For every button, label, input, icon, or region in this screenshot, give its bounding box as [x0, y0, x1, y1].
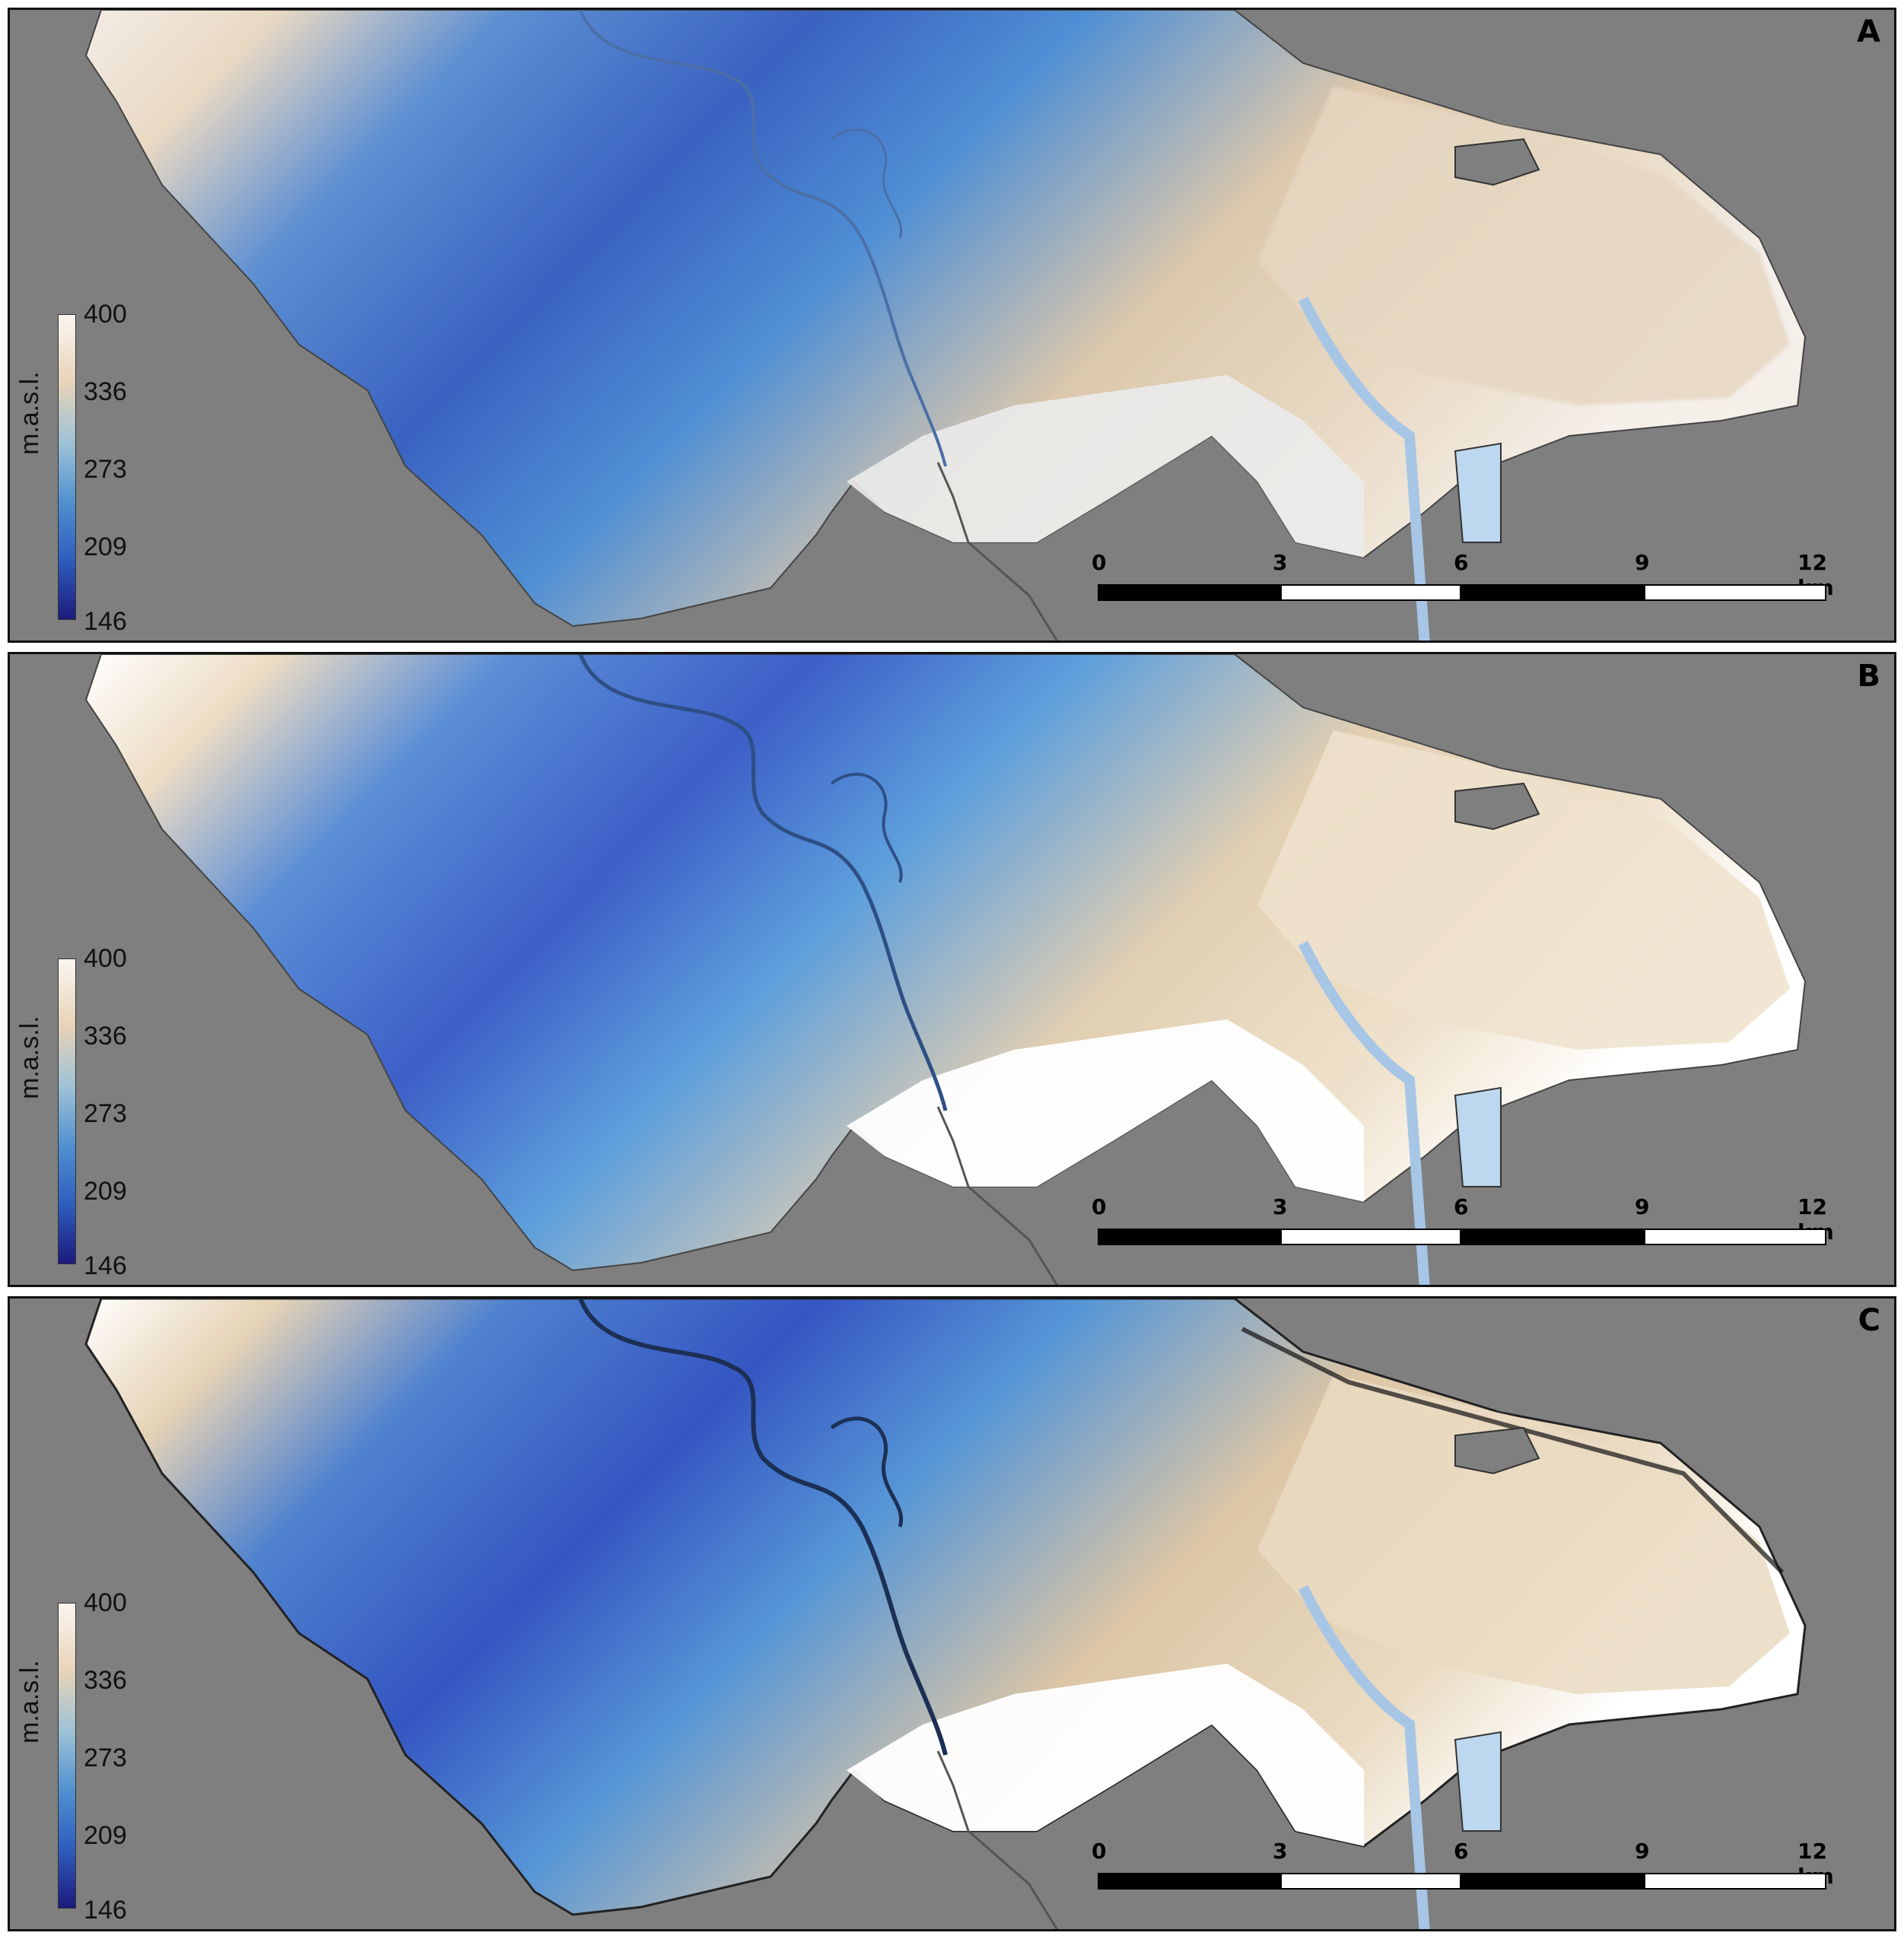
scale-bar: 0 3 6 9 12 km — [1092, 550, 1834, 618]
legend-tick: 146 — [84, 1251, 127, 1280]
scale-label: 6 — [1454, 1839, 1469, 1864]
legend-tick: 209 — [84, 1177, 127, 1206]
scale-segment-white — [1644, 1229, 1826, 1245]
legend-unit: m.a.s.l. — [15, 1660, 44, 1744]
scale-segment-black — [1461, 1229, 1644, 1245]
scale-segment-black — [1461, 1873, 1644, 1890]
legend-unit: m.a.s.l. — [15, 371, 44, 455]
scale-label: 0 — [1092, 1839, 1107, 1864]
legend-tick: 336 — [84, 1022, 127, 1051]
panel-letter: C — [1858, 1303, 1880, 1338]
scale-segment-black — [1098, 1873, 1280, 1890]
scale-label: 0 — [1092, 1194, 1107, 1219]
scale-label: 9 — [1635, 550, 1650, 575]
legend-tick: 273 — [84, 455, 127, 484]
legend-colorbar — [58, 1603, 76, 1909]
legend-tick: 209 — [84, 1821, 127, 1850]
scale-segment-black — [1461, 584, 1644, 601]
legend-tick: 273 — [84, 1744, 127, 1772]
scale-segment-black — [1098, 1229, 1280, 1245]
scale-label: 9 — [1635, 1839, 1650, 1864]
map-panel-a: A m.a.s.l. 400 336 273 209 146 0 3 6 9 1… — [8, 8, 1896, 643]
elevation-map-a — [84, 10, 1807, 641]
elevation-map-c — [84, 1298, 1807, 1929]
legend-colorbar — [58, 958, 76, 1264]
scale-label: 6 — [1454, 1194, 1469, 1219]
scale-segment-white — [1280, 1229, 1461, 1245]
scale-label: 0 — [1092, 550, 1107, 575]
panel-letter: B — [1857, 659, 1881, 694]
legend-tick: 400 — [84, 300, 127, 329]
scale-segment-white — [1280, 584, 1461, 601]
legend-tick: 209 — [84, 532, 127, 561]
map-panel-b: B m.a.s.l. 400 336 273 209 146 0 3 6 9 1… — [8, 652, 1896, 1287]
legend-tick: 146 — [84, 1896, 127, 1925]
map-panel-c: C m.a.s.l. 400 336 273 209 146 0 3 6 9 1… — [8, 1296, 1896, 1931]
legend-tick: 400 — [84, 944, 127, 973]
legend-tick: 400 — [84, 1588, 127, 1617]
scale-label: 3 — [1273, 550, 1288, 575]
scale-label: 6 — [1454, 550, 1469, 575]
scale-segment-white — [1280, 1873, 1461, 1890]
legend-tick: 336 — [84, 1666, 127, 1695]
legend-colorbar — [58, 314, 76, 620]
elevation-legend: m.a.s.l. 400 336 273 209 146 — [15, 944, 143, 1280]
scale-bar: 0 3 6 9 12 km — [1092, 1194, 1834, 1263]
scale-segment-white — [1644, 1873, 1826, 1890]
scale-segment-white — [1644, 584, 1826, 601]
legend-tick: 273 — [84, 1099, 127, 1128]
legend-unit: m.a.s.l. — [15, 1016, 44, 1099]
panel-letter: A — [1857, 14, 1880, 49]
scale-segment-black — [1098, 584, 1280, 601]
legend-tick: 336 — [84, 377, 127, 406]
scale-bar: 0 3 6 9 12 km — [1092, 1839, 1834, 1907]
scale-label: 3 — [1273, 1839, 1288, 1864]
elevation-legend: m.a.s.l. 400 336 273 209 146 — [15, 1588, 143, 1925]
scale-label: 3 — [1273, 1194, 1288, 1219]
elevation-map-b — [84, 654, 1807, 1285]
scale-label: 9 — [1635, 1194, 1650, 1219]
elevation-legend: m.a.s.l. 400 336 273 209 146 — [15, 300, 143, 636]
legend-tick: 146 — [84, 607, 127, 636]
